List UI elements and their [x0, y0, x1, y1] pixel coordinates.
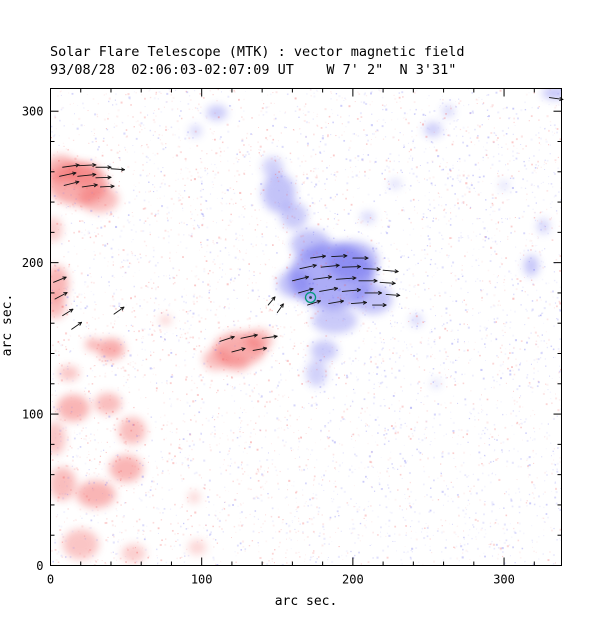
chart-title: Solar Flare Telescope (MTK) : vector mag…: [50, 44, 465, 60]
x-axis-label: arc sec.: [274, 594, 338, 609]
y-axis-label: arc sec.: [0, 293, 15, 357]
chart-subtitle: 93/08/28 02:06:03-02:07:09 UT W 7' 2" N …: [50, 62, 457, 78]
